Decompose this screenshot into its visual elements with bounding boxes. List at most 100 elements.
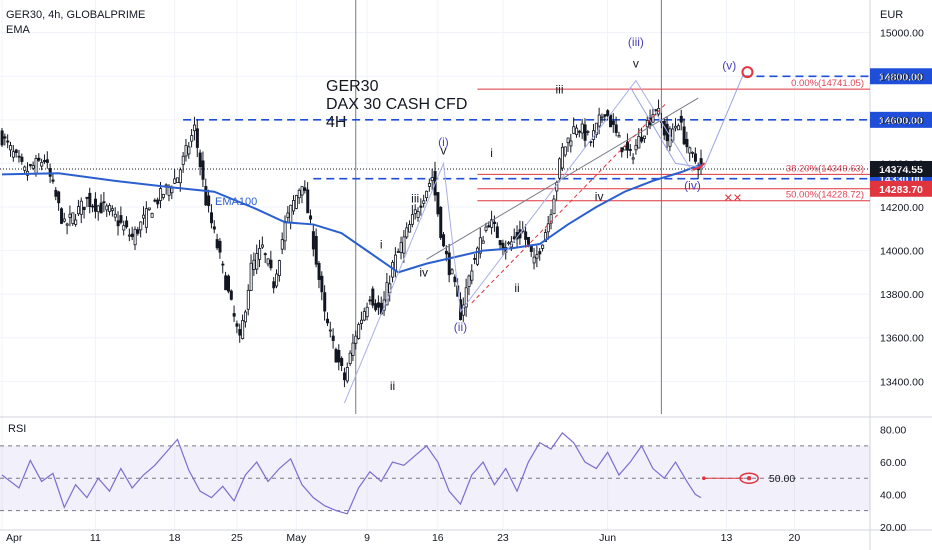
bounce-arrow-icon — [692, 162, 706, 171]
candle-body — [331, 335, 335, 341]
rsi-eye-pupil — [746, 476, 752, 481]
candle-body — [201, 160, 205, 180]
candle-body — [9, 145, 13, 151]
candle-body — [461, 304, 465, 316]
candle-body — [425, 190, 429, 199]
wave-label-minor: v — [440, 144, 446, 158]
candle-body — [436, 192, 440, 215]
candle-body — [427, 183, 431, 187]
level-14800.00[interactable]: 14800.00 — [743, 68, 932, 85]
wave-label-minor: ii — [514, 281, 519, 295]
candle-body — [640, 136, 644, 142]
price-badge — [870, 68, 932, 85]
candle-body — [20, 156, 24, 162]
level-14600.00[interactable]: 14600.00 — [183, 111, 932, 128]
wave-label-minor: i — [490, 146, 493, 160]
candle-body — [419, 205, 423, 208]
candle-body — [645, 120, 649, 128]
ema-series — [1, 163, 702, 274]
time-tick-label: 25 — [231, 532, 243, 544]
candle-body — [606, 110, 610, 117]
candle-body — [614, 124, 618, 133]
candle-body — [317, 263, 321, 280]
candle-body — [102, 201, 106, 204]
level-50.0014228.72[interactable]: 50.00%(14228.72) — [477, 190, 870, 202]
candle-body — [637, 136, 641, 149]
candle-body — [609, 114, 613, 128]
candle-body — [396, 251, 400, 253]
rsi-label: RSI — [8, 423, 26, 435]
candle-body — [685, 138, 689, 148]
candle-body — [238, 328, 242, 336]
rsi-tick-label: 20.00 — [880, 522, 906, 534]
candle-body — [693, 153, 697, 162]
candle-body — [110, 208, 114, 211]
candle-body — [399, 242, 403, 253]
time-tick-label: Jun — [599, 532, 616, 544]
candle-body — [560, 146, 564, 169]
candle-body — [549, 214, 553, 224]
candle-body — [34, 158, 38, 174]
last-price-label: 14374.55 — [879, 164, 923, 176]
candle-body — [272, 281, 276, 289]
candle-body — [3, 136, 7, 139]
level-38.2014349.63[interactable]: 38.20%(14349.63) — [477, 163, 870, 175]
candle-body — [187, 146, 191, 155]
wave-label-minor: iii — [556, 83, 564, 97]
last-price-badge[interactable] — [870, 160, 932, 177]
rsi-line — [1, 432, 702, 515]
symbol-header: GER30, 4h, GLOBALPRIME — [6, 9, 145, 21]
candle-body — [309, 215, 313, 220]
price-tick-label: 14400.00 — [880, 158, 924, 170]
candle-body — [235, 323, 239, 327]
candle-body — [626, 141, 630, 151]
candle-body — [558, 158, 562, 179]
candle-body — [311, 231, 315, 250]
candle-body — [467, 275, 471, 287]
candle-body — [224, 275, 228, 291]
candle-body — [340, 357, 344, 366]
wave-label-minor: v — [633, 57, 639, 71]
candle-body — [354, 335, 358, 344]
candlestick-series — [0, 99, 703, 388]
candle-body — [580, 123, 584, 134]
candle-body — [93, 198, 97, 212]
candle-body — [71, 212, 75, 224]
wave-label-major: (i) — [438, 135, 449, 149]
fib-level-label: 38.20%(14349.63) — [786, 163, 864, 174]
horizontal-levels[interactable]: 14800.00 0.00%(14741.05) 14600.00 38.20%(14… — [0, 68, 932, 202]
price-axis[interactable]: 13400.00 13600.00 13800.00 14000.00 14200.00… — [880, 28, 924, 534]
candle-body — [74, 219, 78, 225]
candle-body — [45, 159, 49, 163]
candle-body — [221, 263, 225, 266]
candle-body — [586, 131, 590, 133]
invalidation-icon: ✕✕ — [724, 193, 742, 205]
candle-body — [229, 290, 233, 300]
candle-body — [142, 214, 146, 219]
candle-body — [611, 120, 615, 125]
candle-body — [289, 204, 293, 223]
candle-body — [156, 199, 160, 205]
candle-body — [286, 212, 290, 218]
candle-body — [532, 256, 536, 264]
candle-body — [190, 135, 194, 142]
candle-body — [600, 116, 604, 119]
candle-body — [277, 260, 281, 276]
rsi-series: 50.00 — [0, 432, 870, 515]
wave-label-minor: iii — [411, 192, 419, 206]
level-14283.70[interactable]: 14283.70 — [477, 180, 932, 197]
candle-body — [246, 289, 250, 310]
candle-body — [416, 211, 420, 218]
rsi-tick-label: 40.00 — [880, 489, 906, 501]
candle-body — [130, 233, 134, 237]
candle-body — [538, 251, 542, 255]
level-0.0014741.05[interactable]: 0.00%(14741.05) — [477, 78, 870, 90]
candle-body — [105, 205, 109, 211]
candle-body — [464, 287, 468, 308]
candle-body — [583, 124, 587, 141]
candle-body — [597, 114, 601, 127]
time-axis[interactable]: Apr 11 18 25 May 9 16 23 Jun 13 20 — [6, 532, 800, 544]
candle-body — [283, 220, 287, 242]
